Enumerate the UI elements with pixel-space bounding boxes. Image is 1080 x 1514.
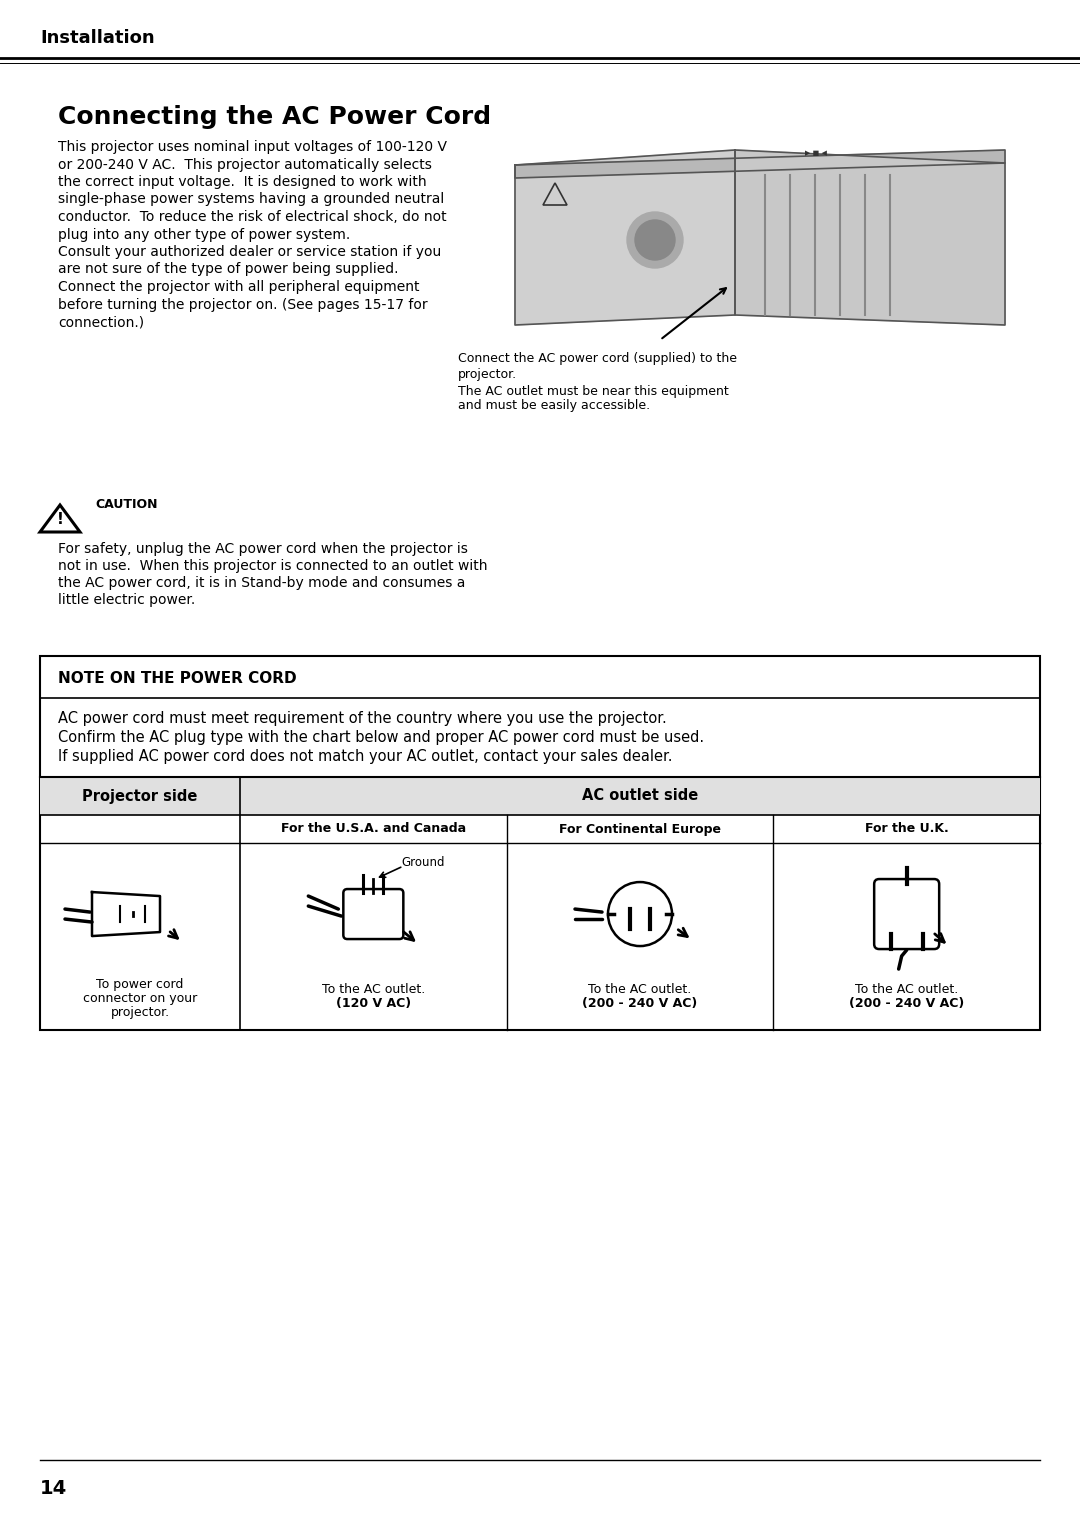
Text: To power cord: To power cord: [96, 978, 184, 990]
Polygon shape: [735, 150, 1005, 326]
Polygon shape: [515, 150, 1005, 179]
Circle shape: [608, 883, 672, 946]
Text: before turning the projector on. (See pages 15-17 for: before turning the projector on. (See pa…: [58, 297, 428, 312]
Text: This projector uses nominal input voltages of 100-120 V: This projector uses nominal input voltag…: [58, 139, 447, 154]
Text: Connect the projector with all peripheral equipment: Connect the projector with all periphera…: [58, 280, 419, 294]
Text: For safety, unplug the AC power cord when the projector is: For safety, unplug the AC power cord whe…: [58, 542, 468, 556]
Text: 14: 14: [40, 1479, 67, 1497]
Text: If supplied AC power cord does not match your AC outlet, contact your sales deal: If supplied AC power cord does not match…: [58, 749, 673, 765]
Text: not in use.  When this projector is connected to an outlet with: not in use. When this projector is conne…: [58, 559, 487, 572]
Text: plug into any other type of power system.: plug into any other type of power system…: [58, 227, 350, 242]
FancyBboxPatch shape: [874, 880, 940, 949]
Text: !: !: [56, 513, 64, 527]
Text: Ground: Ground: [402, 855, 445, 869]
Text: AC outlet side: AC outlet side: [582, 789, 698, 804]
Polygon shape: [92, 892, 160, 936]
Text: To the AC outlet.: To the AC outlet.: [589, 983, 691, 996]
Text: CAUTION: CAUTION: [95, 498, 158, 512]
Text: Installation: Installation: [40, 29, 154, 47]
Text: The AC outlet must be near this equipment: The AC outlet must be near this equipmen…: [458, 385, 729, 398]
Text: For the U.S.A. and Canada: For the U.S.A. and Canada: [281, 822, 465, 836]
Text: little electric power.: little electric power.: [58, 593, 195, 607]
Text: Consult your authorized dealer or service station if you: Consult your authorized dealer or servic…: [58, 245, 442, 259]
Text: AC power cord must meet requirement of the country where you use the projector.: AC power cord must meet requirement of t…: [58, 712, 666, 727]
Text: To the AC outlet.: To the AC outlet.: [855, 983, 958, 996]
Text: (200 - 240 V AC): (200 - 240 V AC): [849, 996, 964, 1010]
Text: (200 - 240 V AC): (200 - 240 V AC): [582, 996, 698, 1010]
Text: To the AC outlet.: To the AC outlet.: [322, 983, 424, 996]
Text: For the U.K.: For the U.K.: [865, 822, 948, 836]
Polygon shape: [40, 656, 1040, 1030]
Polygon shape: [515, 150, 735, 326]
Text: NOTE ON THE POWER CORD: NOTE ON THE POWER CORD: [58, 671, 297, 686]
FancyBboxPatch shape: [343, 889, 403, 939]
Text: are not sure of the type of power being supplied.: are not sure of the type of power being …: [58, 262, 399, 277]
Circle shape: [635, 220, 675, 260]
Text: Projector side: Projector side: [82, 789, 198, 804]
Text: projector.: projector.: [110, 1005, 170, 1019]
Text: connection.): connection.): [58, 315, 144, 329]
Text: conductor.  To reduce the risk of electrical shock, do not: conductor. To reduce the risk of electri…: [58, 210, 447, 224]
Text: Confirm the AC plug type with the chart below and proper AC power cord must be u: Confirm the AC plug type with the chart …: [58, 730, 704, 745]
Text: Connecting the AC Power Cord: Connecting the AC Power Cord: [58, 104, 491, 129]
Text: the correct input voltage.  It is designed to work with: the correct input voltage. It is designe…: [58, 176, 427, 189]
Text: connector on your: connector on your: [83, 992, 198, 1005]
Text: single-phase power systems having a grounded neutral: single-phase power systems having a grou…: [58, 192, 444, 206]
Text: For Continental Europe: For Continental Europe: [559, 822, 721, 836]
Text: and must be easily accessible.: and must be easily accessible.: [458, 400, 650, 412]
Text: projector.: projector.: [458, 368, 517, 382]
Circle shape: [627, 212, 683, 268]
Text: Connect the AC power cord (supplied) to the: Connect the AC power cord (supplied) to …: [458, 351, 737, 365]
Text: the AC power cord, it is in Stand-by mode and consumes a: the AC power cord, it is in Stand-by mod…: [58, 575, 465, 590]
Text: or 200-240 V AC.  This projector automatically selects: or 200-240 V AC. This projector automati…: [58, 157, 432, 171]
Text: (120 V AC): (120 V AC): [336, 996, 410, 1010]
Polygon shape: [40, 777, 1040, 815]
Text: ▶ ■ ◀: ▶ ■ ◀: [805, 150, 827, 156]
